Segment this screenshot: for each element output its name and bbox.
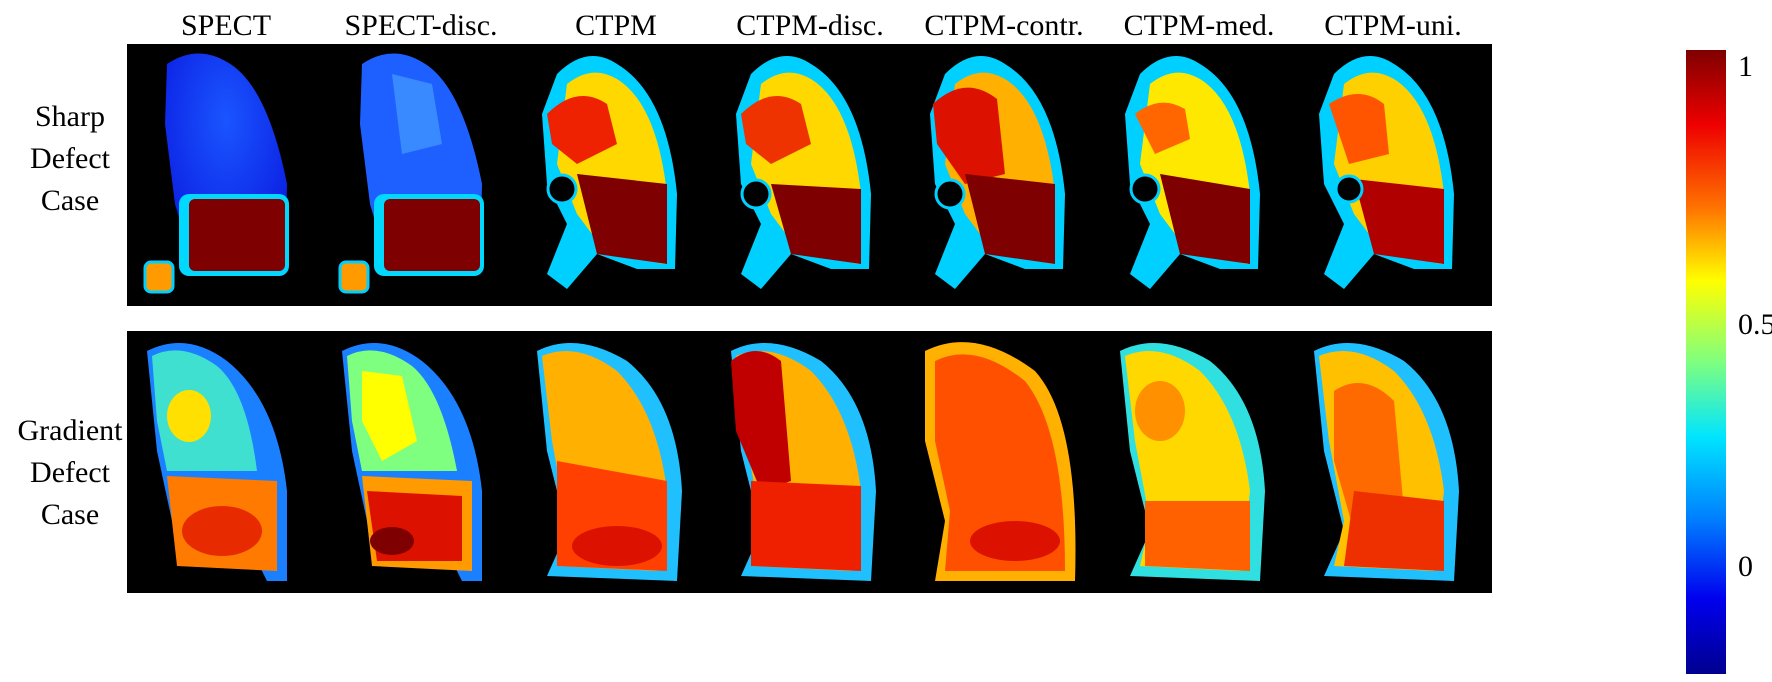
col-header-spect: SPECT — [180, 9, 272, 42]
panel-gradient-ctpm — [517, 331, 715, 593]
col-header-ctpm: CTPM — [575, 9, 657, 42]
row-label-line: Case — [40, 184, 100, 217]
panel-sharp-ctpm-disc — [711, 44, 909, 306]
col-header-ctpm-disc: CTPM-disc. — [736, 9, 884, 42]
panel-sharp-ctpm-contr — [905, 44, 1103, 306]
panel-sharp-ctpm-uni — [1294, 44, 1492, 306]
row-label-line: Defect — [30, 456, 110, 489]
panel-sharp-ctpm-med — [1100, 44, 1298, 306]
colorbar-tick-0-5: 0.5 — [1738, 308, 1772, 341]
col-header-ctpm-med: CTPM-med. — [1123, 9, 1275, 42]
colorbar-tick-0: 0 — [1738, 550, 1753, 583]
row-label-line: Case — [40, 498, 100, 531]
col-header-ctpm-uni: CTPM-uni. — [1324, 9, 1462, 42]
row-label-line: Sharp — [35, 100, 105, 133]
panel-gradient-ctpm-disc — [711, 331, 909, 593]
panel-sharp-spect-disc — [322, 44, 520, 306]
row-label-gradient: Gradient Defect Case — [0, 410, 140, 536]
panel-gradient-spect — [127, 331, 325, 593]
row-label-line: Defect — [30, 142, 110, 175]
panel-gradient-spect-disc — [322, 331, 520, 593]
panel-gradient-ctpm-uni — [1294, 331, 1492, 593]
panel-sharp-ctpm — [517, 44, 715, 306]
panel-gradient-ctpm-contr — [905, 331, 1103, 593]
col-header-ctpm-contr: CTPM-contr. — [924, 9, 1084, 42]
row-label-line: Gradient — [17, 414, 123, 447]
panel-gradient-ctpm-med — [1100, 331, 1298, 593]
colorbar — [1686, 50, 1726, 674]
panel-sharp-spect — [127, 44, 325, 306]
colorbar-tick-1: 1 — [1738, 50, 1753, 83]
row-label-sharp: Sharp Defect Case — [0, 96, 140, 222]
col-header-spect-disc: SPECT-disc. — [344, 9, 498, 42]
